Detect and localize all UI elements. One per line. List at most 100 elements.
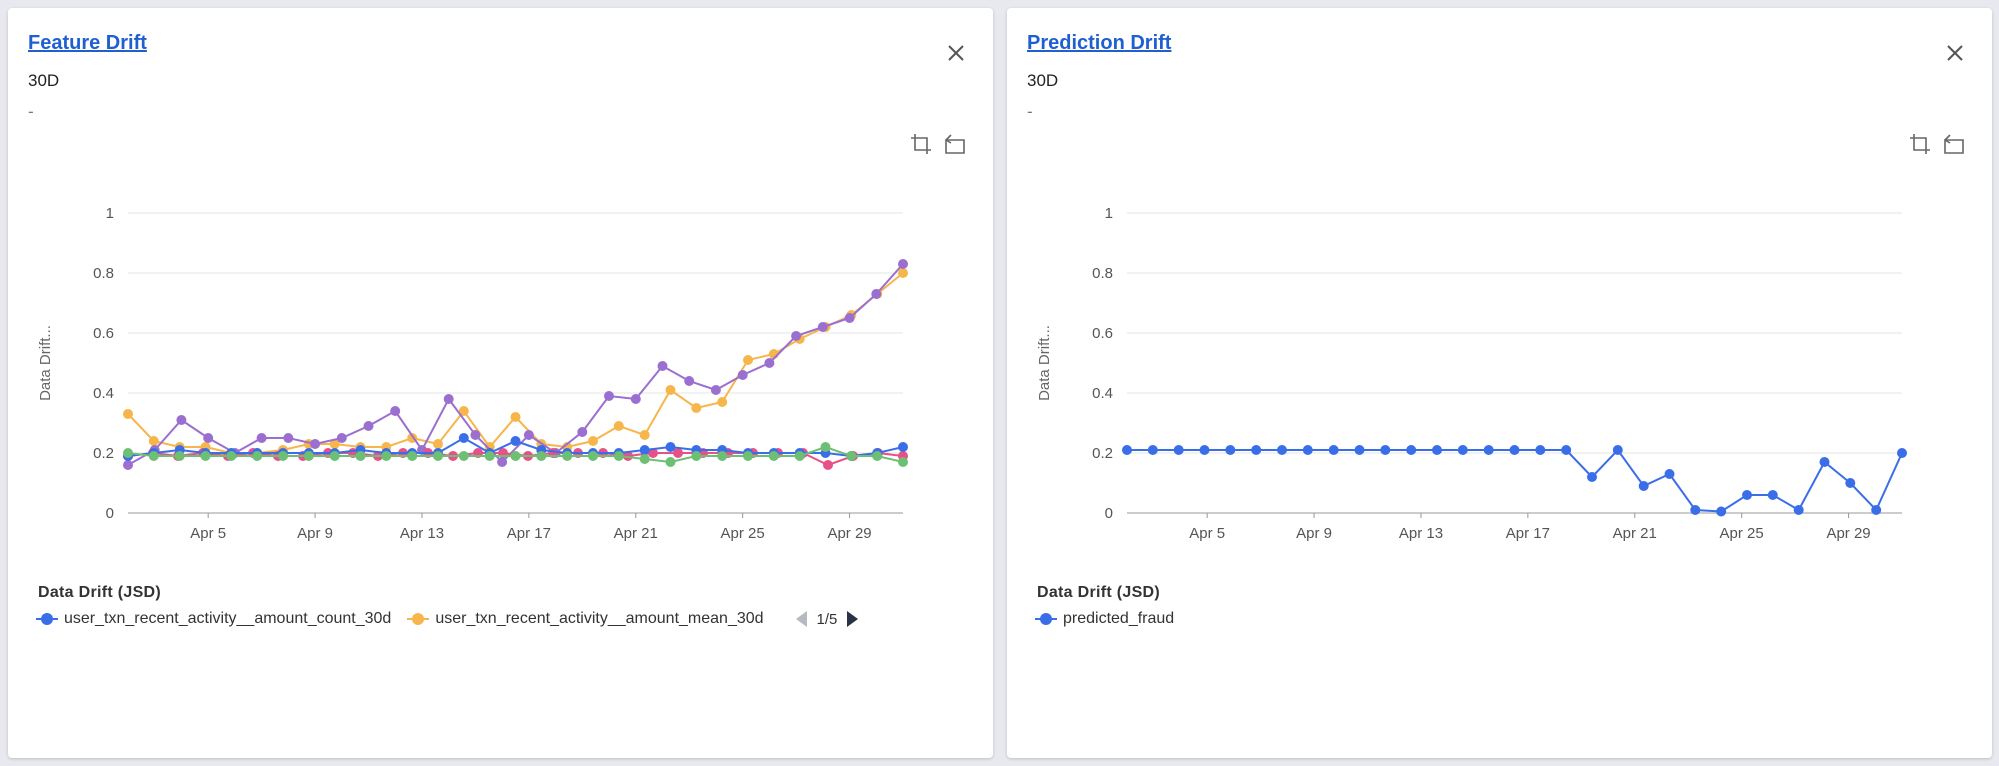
data-point[interactable] [691, 451, 702, 461]
data-point[interactable] [817, 322, 828, 332]
data-point[interactable] [510, 451, 521, 461]
data-point[interactable] [390, 406, 401, 416]
data-point[interactable] [1535, 445, 1546, 455]
data-point[interactable] [329, 451, 340, 461]
data-point[interactable] [123, 409, 133, 419]
data-point[interactable] [443, 394, 454, 404]
data-point[interactable] [1277, 445, 1287, 455]
data-point[interactable] [1251, 445, 1262, 455]
data-point[interactable] [630, 394, 641, 404]
data-point[interactable] [433, 439, 443, 449]
data-point[interactable] [523, 430, 534, 440]
legend-item[interactable]: user_txn_recent_activity__amount_count_3… [36, 610, 391, 628]
data-point[interactable] [743, 451, 753, 461]
data-point[interactable] [665, 442, 676, 452]
data-point[interactable] [148, 436, 159, 446]
card-title[interactable]: Feature Drift [28, 32, 147, 54]
legend-next-icon[interactable] [847, 611, 859, 627]
data-point[interactable] [898, 259, 908, 269]
data-point[interactable] [665, 457, 676, 467]
data-point[interactable] [252, 451, 263, 461]
data-point[interactable] [764, 358, 775, 368]
data-point[interactable] [898, 442, 908, 452]
data-point[interactable] [684, 376, 695, 386]
data-point[interactable] [174, 451, 185, 461]
data-point[interactable] [148, 451, 159, 461]
data-point[interactable] [1767, 490, 1778, 500]
data-point[interactable] [407, 451, 418, 461]
reset-zoom-icon[interactable] [1942, 132, 1966, 156]
data-point[interactable] [623, 451, 633, 461]
data-point[interactable] [846, 451, 857, 461]
data-point[interactable] [577, 427, 588, 437]
data-point[interactable] [1354, 445, 1365, 455]
data-point[interactable] [1716, 506, 1727, 517]
data-point[interactable] [1690, 505, 1701, 515]
data-point[interactable] [1122, 445, 1132, 455]
legend-item[interactable]: predicted_fraud [1035, 610, 1174, 628]
data-point[interactable] [871, 289, 882, 299]
data-point[interactable] [1302, 445, 1313, 455]
data-point[interactable] [657, 361, 668, 371]
data-point[interactable] [717, 451, 728, 461]
data-point[interactable] [1561, 445, 1572, 455]
data-point[interactable] [717, 397, 728, 407]
close-icon[interactable] [943, 40, 969, 66]
card-title[interactable]: Prediction Drift [1027, 32, 1172, 54]
data-point[interactable] [604, 391, 614, 401]
data-point[interactable] [1819, 457, 1830, 467]
data-point[interactable] [588, 451, 598, 461]
data-point[interactable] [872, 451, 883, 461]
data-point[interactable] [844, 313, 855, 323]
data-point[interactable] [283, 433, 294, 443]
data-point[interactable] [898, 268, 908, 278]
data-point[interactable] [433, 451, 443, 461]
legend-prev-icon[interactable] [795, 611, 807, 627]
data-point[interactable] [1147, 445, 1158, 455]
data-point[interactable] [1871, 505, 1882, 515]
data-point[interactable] [310, 439, 321, 449]
data-point[interactable] [820, 442, 831, 452]
data-point[interactable] [1742, 490, 1752, 500]
data-point[interactable] [1457, 445, 1468, 455]
data-point[interactable] [898, 457, 908, 467]
data-point[interactable] [1612, 445, 1623, 455]
data-point[interactable] [1845, 478, 1856, 488]
data-point[interactable] [1380, 445, 1391, 455]
data-point[interactable] [588, 436, 598, 446]
data-point[interactable] [329, 439, 340, 449]
data-point[interactable] [123, 460, 133, 470]
data-point[interactable] [562, 451, 573, 461]
data-point[interactable] [1432, 445, 1442, 455]
data-point[interactable] [303, 451, 314, 461]
data-point[interactable] [278, 451, 288, 461]
data-point[interactable] [226, 451, 237, 461]
data-point[interactable] [710, 385, 721, 395]
data-point[interactable] [510, 436, 521, 446]
data-point[interactable] [510, 412, 521, 422]
data-point[interactable] [497, 457, 508, 467]
data-point[interactable] [737, 370, 748, 380]
data-point[interactable] [823, 460, 833, 470]
data-point[interactable] [458, 433, 469, 443]
data-point[interactable] [458, 451, 469, 461]
data-point[interactable] [768, 451, 779, 461]
data-point[interactable] [336, 433, 347, 443]
data-point[interactable] [1897, 448, 1907, 458]
data-point[interactable] [458, 406, 469, 416]
data-point[interactable] [1328, 445, 1339, 455]
data-point[interactable] [484, 451, 495, 461]
legend-item[interactable]: user_txn_recent_activity__amount_mean_30… [407, 610, 764, 628]
data-point[interactable] [200, 451, 211, 461]
data-point[interactable] [639, 445, 650, 455]
data-point[interactable] [673, 448, 683, 458]
data-point[interactable] [1225, 445, 1236, 455]
data-point[interactable] [791, 331, 802, 341]
data-point[interactable] [381, 451, 392, 461]
zoom-select-icon[interactable] [909, 132, 933, 156]
data-point[interactable] [639, 454, 650, 464]
close-icon[interactable] [1942, 40, 1968, 66]
data-point[interactable] [1483, 445, 1494, 455]
data-point[interactable] [1173, 445, 1184, 455]
data-point[interactable] [794, 451, 805, 461]
